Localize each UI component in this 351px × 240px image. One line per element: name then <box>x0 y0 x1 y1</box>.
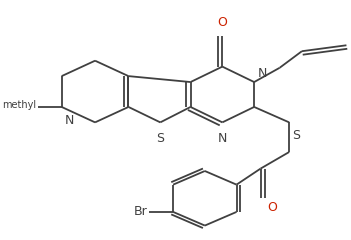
Text: S: S <box>292 130 300 143</box>
Text: N: N <box>257 67 267 80</box>
Text: O: O <box>267 201 277 214</box>
Text: N: N <box>218 132 227 145</box>
Text: methyl: methyl <box>2 100 36 110</box>
Text: N: N <box>65 114 74 127</box>
Text: S: S <box>156 132 164 145</box>
Text: Br: Br <box>134 205 148 218</box>
Text: O: O <box>217 16 227 29</box>
Text: N: N <box>26 99 35 112</box>
